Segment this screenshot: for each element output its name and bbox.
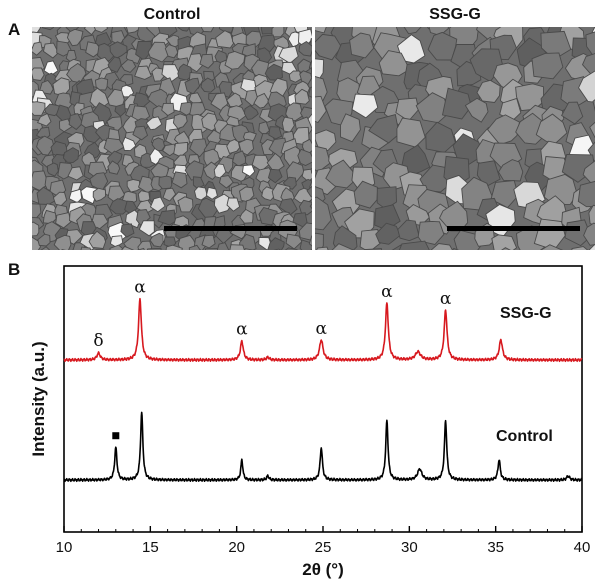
- delta-phase-marker: δ: [93, 331, 103, 351]
- x-tick-label: 35: [487, 539, 504, 556]
- y-axis-title: Intensity (a.u.): [29, 341, 48, 456]
- series-line-ssg-g: [63, 297, 583, 363]
- alpha-phase-marker: α: [236, 320, 248, 340]
- panel-b-letter: B: [8, 260, 21, 279]
- control-image-title: Control: [143, 6, 201, 23]
- x-tick-label: 30: [401, 539, 418, 556]
- x-tick-label: 40: [574, 539, 591, 556]
- panel-a-letter: A: [8, 20, 21, 39]
- ssgg-sem-image: [315, 27, 595, 250]
- control-scale-bar: [164, 226, 297, 231]
- alpha-phase-marker: α: [440, 289, 452, 309]
- ssgg-image-title: SSG-G: [429, 6, 481, 23]
- alpha-phase-marker: α: [134, 278, 146, 298]
- series-label-ssg-g: SSG-G: [500, 305, 552, 322]
- alpha-phase-marker: α: [316, 319, 328, 339]
- x-tick-label: 10: [56, 539, 73, 556]
- grain-texture: [32, 27, 312, 250]
- x-tick-label: 20: [228, 539, 245, 556]
- square-marker: [112, 432, 120, 440]
- control-sem-image: [32, 27, 312, 250]
- ssgg-scale-bar: [447, 226, 580, 231]
- x-axis-title: 2θ (°): [302, 560, 344, 579]
- x-tick-label: 25: [315, 539, 332, 556]
- series-label-control: Control: [496, 428, 553, 445]
- alpha-phase-marker: α: [381, 282, 393, 302]
- x-tick-label: 15: [142, 539, 159, 556]
- grain-texture: [315, 27, 595, 250]
- series-line-control: [63, 411, 583, 483]
